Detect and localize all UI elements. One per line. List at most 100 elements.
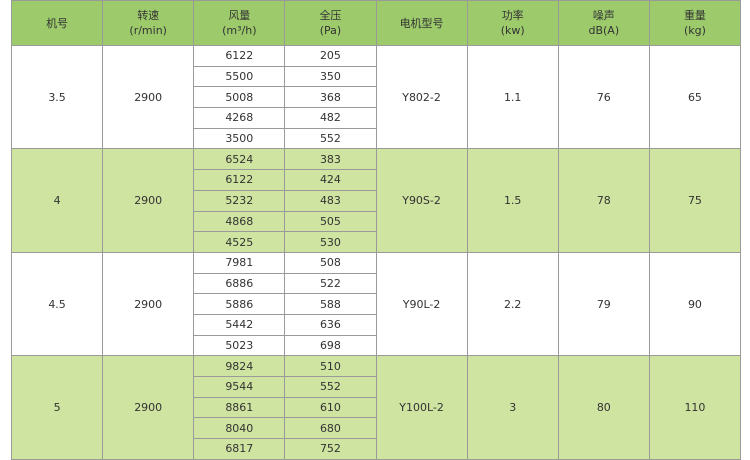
table-row: 4.5 2900 7981 508 Y90L-2 2.2 79 90 [10,251,742,357]
header-noise: 噪声 dB(A) [557,0,650,46]
pressure-cell: 483 [284,189,377,212]
pressure-cell: 530 [284,231,377,253]
pressure-cell: 552 [284,127,377,150]
model-cell: 4.5 [10,251,104,357]
pressure-cell: 610 [284,396,377,419]
table-row: 8861 610 [12,396,741,419]
header-motor: 电机型号 [375,0,468,46]
table-row: 5232 483 [12,189,741,212]
header-label: 风量 [228,9,251,22]
pressure-cell: 522 [284,272,377,295]
flow-cell: 4868 [193,210,286,233]
header-power: 功率 (kw) [466,0,559,46]
header-weight: 重量 (kg) [648,0,742,46]
table-row: 4268 482 [12,107,741,129]
header-unit: (kw) [500,24,525,37]
speed-cell: 2900 [102,44,195,150]
flow-cell: 5023 [193,334,286,357]
pressure-cell: 205 [284,45,377,67]
table-row: 5500 350 [12,65,741,88]
motor-cell: Y100L-2 [375,355,468,460]
model-cell: 3.5 [10,44,104,150]
flow-cell: 9544 [193,376,286,398]
flow-cell: 4268 [193,107,286,129]
header-label: 电机型号 [399,16,444,30]
power-cell: 3 [466,355,559,460]
header-label: 功率 [501,9,524,22]
header-unit: (m³/h) [222,24,257,37]
flow-cell: 5008 [193,86,286,109]
table-row: 6122 424 [12,169,741,191]
flow-cell: 4525 [193,231,286,253]
pressure-cell: 368 [284,86,377,109]
header-flow: 风量 (m³/h) [193,0,286,46]
pressure-cell: 510 [284,355,377,377]
table-row: 5 2900 9824 510 Y100L-2 3 80 110 [10,355,742,460]
flow-cell: 6524 [193,148,286,171]
flow-cell: 9824 [193,355,286,377]
header-label: 全压 [319,9,342,22]
flow-cell: 5232 [193,189,286,212]
flow-cell: 6122 [193,169,286,191]
table-row: 4 2900 6524 383 Y90S-2 1.5 78 75 [10,148,742,253]
table-row: 3.5 2900 6122 205 Y802-2 1.1 76 65 [10,44,742,150]
speed-cell: 2900 [102,251,195,357]
pressure-cell: 508 [284,251,377,274]
pressure-cell: 698 [284,334,377,357]
flow-cell: 6122 [193,45,286,67]
header-pressure: 全压 (Pa) [284,0,377,46]
table-row: 4525 530 [12,231,741,253]
noise-cell: 78 [557,148,650,253]
fan-spec-table: 机号 转速 (r/min) 风量 (m³/h) 全压 (Pa) 电机型号 功率 (kw) 噪声 dB(… [10,0,742,460]
pressure-cell: 424 [284,169,377,191]
pressure-cell: 588 [284,293,377,315]
flow-cell: 5500 [193,65,286,88]
header-label: 机号 [46,16,69,30]
table-row: 5886 588 [12,293,741,315]
pressure-cell: 636 [284,313,377,336]
motor-cell: Y90L-2 [375,251,468,357]
flow-cell: 5442 [193,313,286,336]
pressure-cell: 383 [284,148,377,171]
pressure-cell: 505 [284,210,377,233]
table-row: 4868 505 [12,210,741,233]
power-cell: 2.2 [466,251,559,357]
weight-cell: 65 [648,44,742,150]
header-label: 转速 [137,9,160,22]
weight-cell: 110 [648,355,742,460]
table-row: 5023 698 [12,334,741,357]
power-cell: 1.5 [466,148,559,253]
weight-cell: 90 [648,251,742,357]
header-row: 机号 转速 (r/min) 风量 (m³/h) 全压 (Pa) 电机型号 功率 (kw) 噪声 dB(… [10,0,742,46]
speed-cell: 2900 [102,148,195,253]
header-unit: (kg) [683,24,706,37]
model-cell: 4 [10,148,104,253]
flow-cell: 8861 [193,396,286,419]
model-cell: 5 [10,355,104,460]
table-row: 8040 680 [12,417,741,440]
header-model: 机号 [10,0,104,46]
weight-cell: 75 [648,148,742,253]
header-speed: 转速 (r/min) [102,0,195,46]
pressure-cell: 552 [284,376,377,398]
table-row: 5008 368 [12,86,741,109]
motor-cell: Y90S-2 [375,148,468,253]
flow-cell: 5886 [193,293,286,315]
table-row: 6886 522 [12,272,741,295]
flow-cell: 3500 [193,127,286,150]
header-unit: (Pa) [319,24,342,37]
noise-cell: 79 [557,251,650,357]
table-row: 9544 552 [12,376,741,398]
flow-cell: 6886 [193,272,286,295]
pressure-cell: 680 [284,417,377,440]
motor-cell: Y802-2 [375,44,468,150]
noise-cell: 76 [557,44,650,150]
header-label: 重量 [683,9,706,22]
pressure-cell: 482 [284,107,377,129]
header-label: 噪声 [592,9,615,22]
header-unit: dB(A) [588,24,620,37]
header-unit: (r/min) [129,24,167,37]
speed-cell: 2900 [102,355,195,460]
noise-cell: 80 [557,355,650,460]
pressure-cell: 350 [284,65,377,88]
